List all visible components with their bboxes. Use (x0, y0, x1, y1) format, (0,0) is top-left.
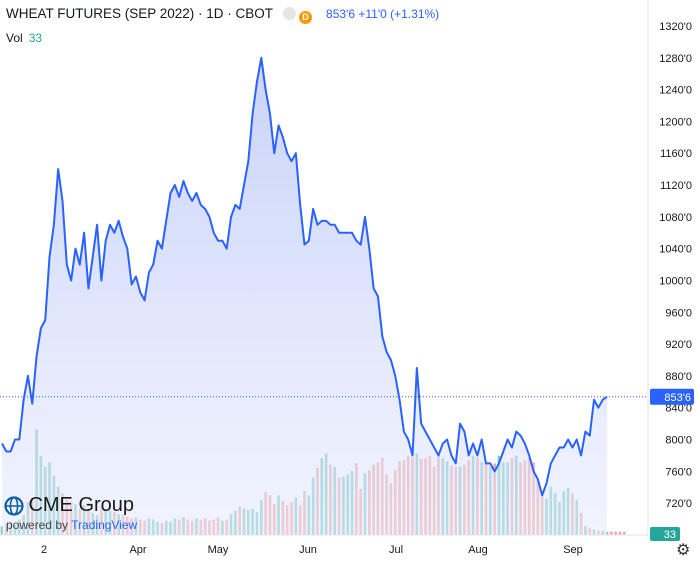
brand-name: CME Group (28, 494, 135, 516)
y-tick-label: 840'0 (665, 403, 692, 415)
x-tick-label: May (208, 544, 229, 556)
y-axis[interactable]: 1320'0 1280'0 1240'0 1200'0 1160'0 1120'0 1080… (659, 21, 692, 510)
x-tick-label: 2 (41, 544, 47, 556)
y-tick-label: 1040'0 (659, 244, 692, 256)
y-tick-label: 1240'0 (659, 85, 692, 97)
price-quote: 853'6 +11'0 (+1.31%) (326, 7, 440, 21)
brand-logo[interactable]: CME Group powered by TradingView (4, 494, 137, 532)
volume-bar (622, 531, 626, 535)
y-tick-label: 1000'0 (659, 276, 692, 288)
volume-bar (614, 531, 617, 535)
x-tick-label: Jul (389, 544, 403, 556)
y-tick-label: 1320'0 (659, 21, 692, 33)
y-tick-label: 1280'0 (659, 53, 692, 65)
y-tick-label: 1200'0 (659, 116, 692, 128)
gear-icon[interactable]: ⚙ (676, 542, 691, 559)
volume-legend[interactable]: Vol 33 (6, 31, 42, 45)
powered-by-brand: TradingView (71, 518, 138, 532)
last-volume-tag-text: 33 (664, 529, 676, 541)
volume-bar (609, 531, 613, 535)
powered-by-prefix: powered by (6, 518, 69, 532)
volume-label: Vol (6, 31, 23, 45)
y-tick-label: 960'0 (665, 307, 692, 319)
price-area-fill (2, 57, 607, 536)
y-tick-label: 880'0 (665, 371, 692, 383)
x-tick-label: Sep (563, 544, 583, 556)
x-axis[interactable]: 2 Apr May Jun Jul Aug Sep (41, 544, 583, 556)
last-volume-tag-bg (650, 527, 680, 541)
chart-header: WHEAT FUTURES (SEP 2022) · 1D · CBOT D 853… (6, 6, 439, 24)
last-price-tag: 853'6 (650, 388, 694, 405)
x-tick-label: Jun (299, 544, 317, 556)
price-line (1, 56, 608, 497)
symbol-title[interactable]: WHEAT FUTURES (SEP 2022) · 1D · CBOT (6, 6, 274, 21)
volume-value: 33 (28, 31, 43, 45)
y-tick-label: 720'0 (665, 498, 692, 510)
volume-bar (618, 531, 622, 535)
y-tick-label: 1160'0 (660, 148, 692, 160)
y-tick-label: 1080'0 (659, 212, 692, 224)
cme-globe-icon (4, 495, 24, 516)
last-price-tag-text: 853'6 (664, 392, 691, 404)
y-tick-label: 1120'0 (660, 180, 692, 192)
y-tick-label: 920'0 (665, 339, 692, 351)
y-tick-label: 760'0 (665, 466, 692, 478)
x-tick-label: Aug (468, 544, 488, 556)
last-price-tag-bg (650, 388, 694, 405)
y-tick-label: 800'0 (665, 435, 692, 447)
x-tick-label: Apr (129, 544, 146, 556)
delayed-badge[interactable]: D (299, 11, 313, 24)
powered-by: powered by TradingView (4, 518, 137, 532)
status-dot-icon (283, 7, 297, 20)
last-volume-tag: 33 (650, 527, 680, 541)
